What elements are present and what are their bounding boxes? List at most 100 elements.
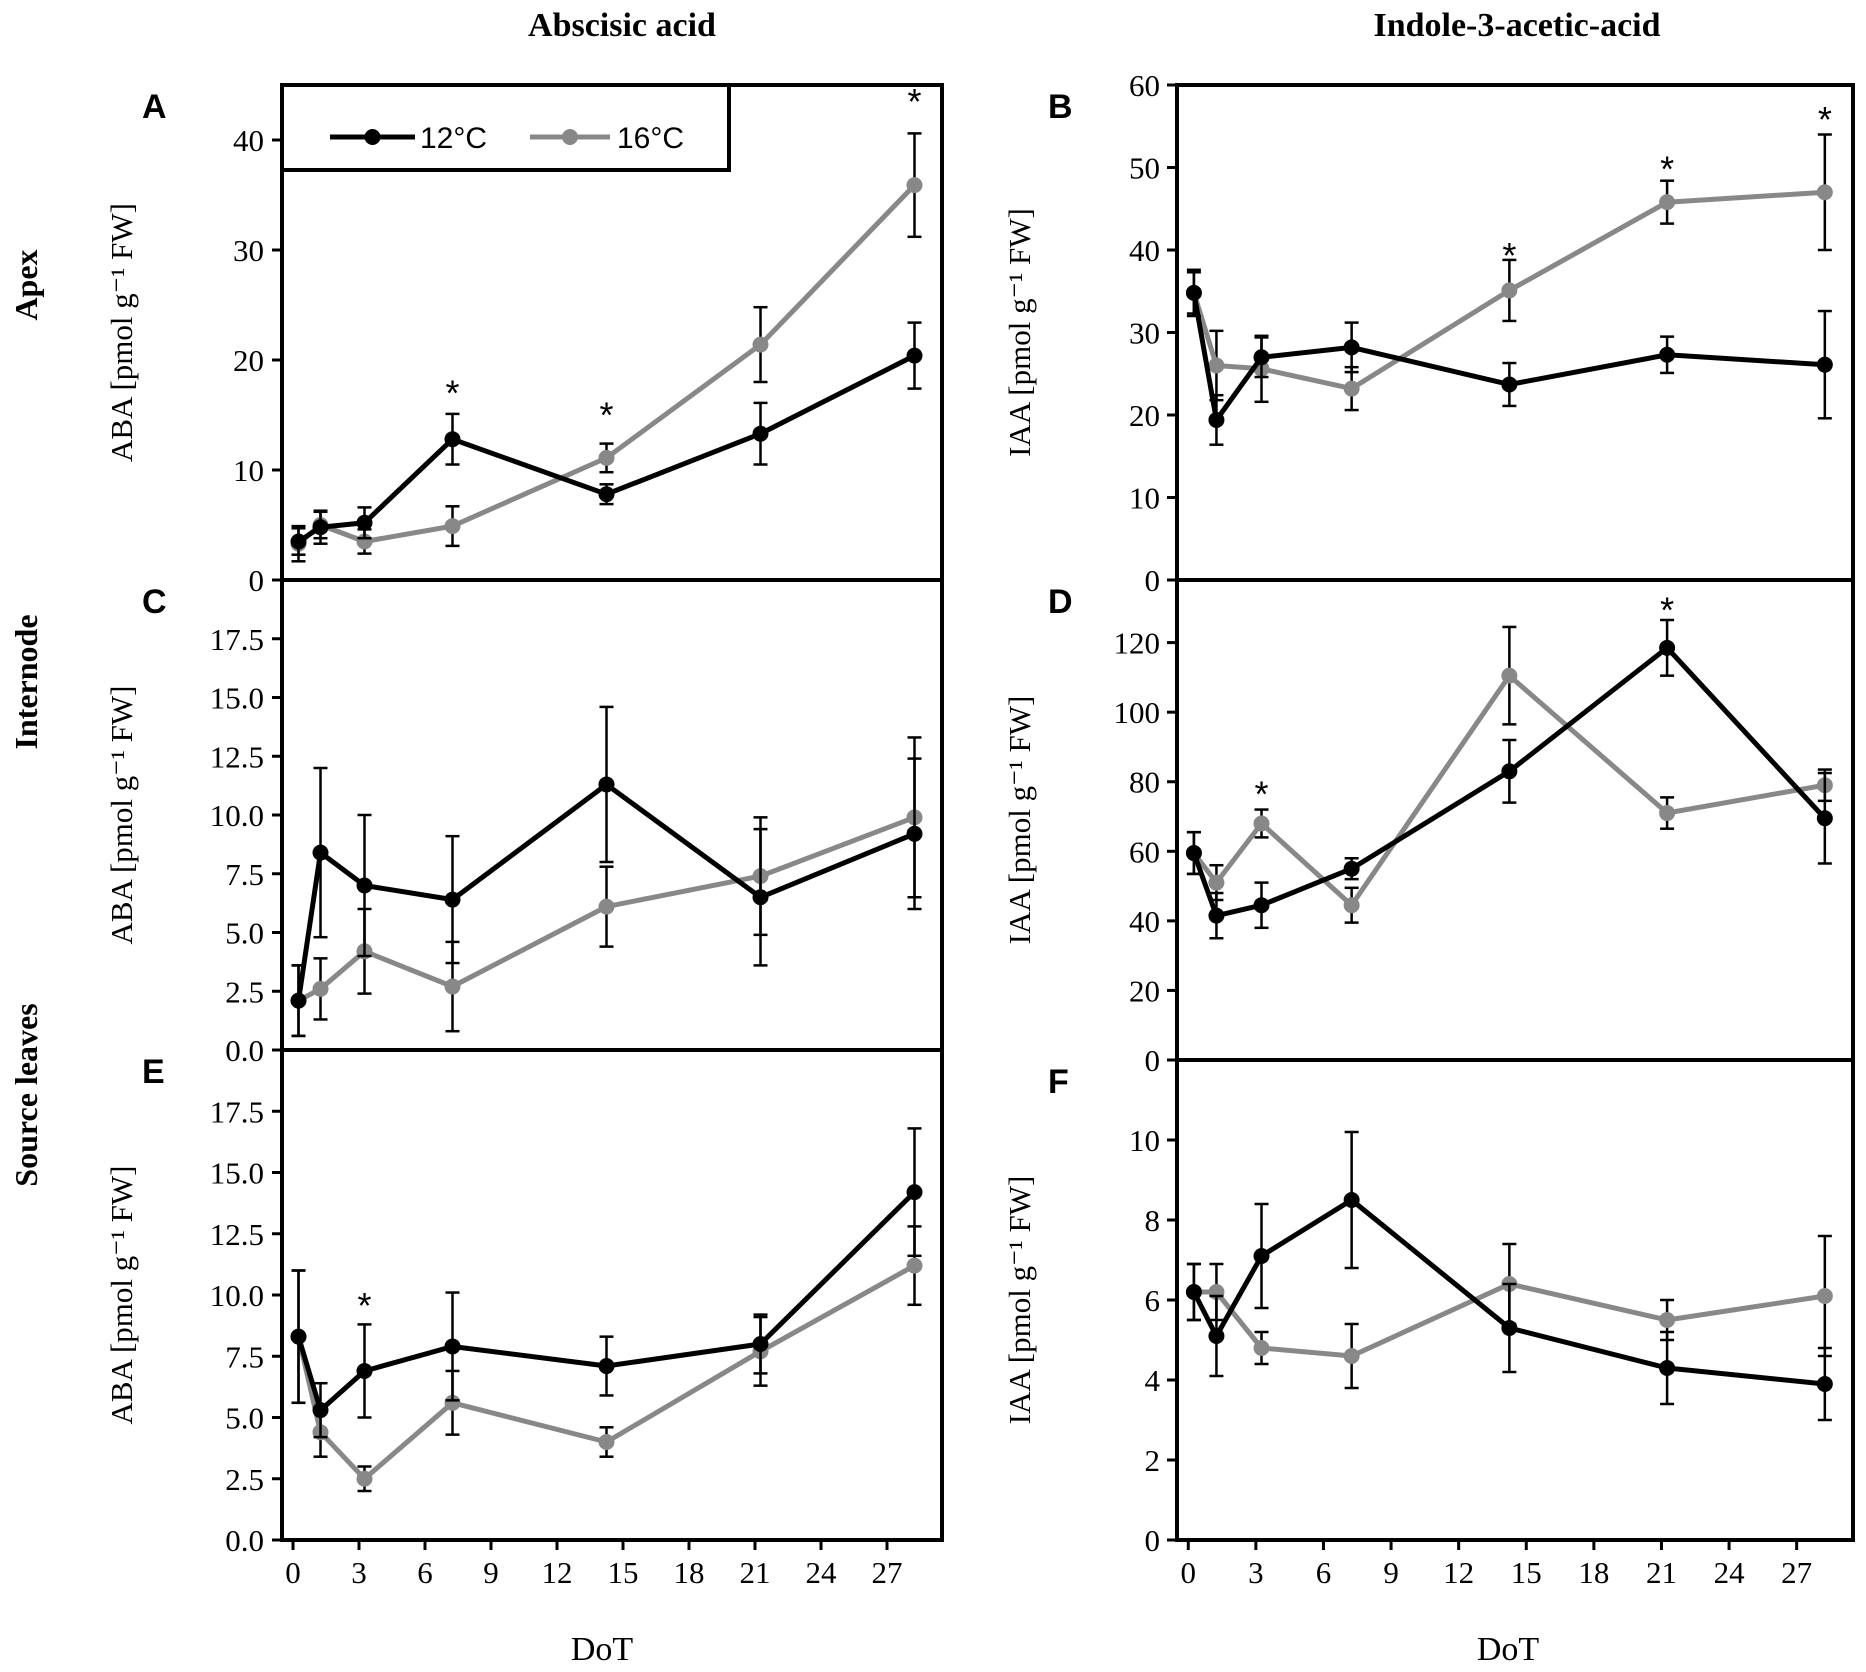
y-tick-label: 10 [233, 453, 264, 488]
x-tick-label: 12 [542, 1555, 573, 1590]
x-tick-label: 15 [608, 1555, 639, 1590]
data-point [752, 889, 769, 906]
y-tick-label: 2 [1145, 1443, 1161, 1478]
y-tick-label: 15.0 [210, 681, 264, 716]
y-tick-label: 12.5 [210, 1217, 264, 1252]
data-point [1208, 907, 1225, 924]
data-point [290, 533, 307, 550]
panel-letter: A [142, 88, 167, 126]
data-point [312, 980, 329, 997]
panel-e: 0.0 2.5 5.0 7.5 10.0 12.5 15.0 17.5 ABA [pmol g⁻… [104, 1048, 944, 1590]
significance-mark: * [445, 373, 459, 414]
data-point [356, 1470, 373, 1487]
x-axis-label-right: DoT [1477, 1631, 1540, 1668]
panel-letter: D [1048, 583, 1073, 621]
x-axis-label-left: DoT [571, 1631, 634, 1668]
y-tick-label: 12.5 [210, 739, 264, 774]
y-tick-label: 10.0 [210, 798, 264, 833]
x-tick-label: 18 [674, 1555, 705, 1590]
data-point [752, 336, 769, 353]
y-tick-label: 7.5 [225, 1339, 264, 1374]
data-point [1659, 1360, 1676, 1376]
panel-d: 0 20 40 60 80 100 120 IAA [pmol g⁻¹ FW] D * * [1002, 578, 1855, 1078]
data-point [1343, 897, 1360, 914]
series-12c [290, 1127, 923, 1439]
data-point [598, 486, 615, 503]
y-tick-label: 15.0 [210, 1156, 264, 1191]
panel-b: 0 10 20 30 40 50 60 IAA [pmol g⁻¹ FW] B * * * [1002, 68, 1855, 598]
data-point [444, 518, 461, 535]
data-point [1501, 282, 1518, 299]
y-tick-label: 0.0 [225, 1033, 264, 1068]
plot-frame [280, 578, 944, 1052]
data-point [752, 1336, 769, 1352]
data-point [1253, 815, 1270, 832]
x-tick-label: 21 [1646, 1555, 1677, 1590]
y-axis-label: IAA [pmol g⁻¹ FW] [1002, 1176, 1037, 1425]
data-point [1253, 349, 1270, 366]
data-point [906, 825, 923, 842]
data-point [444, 1394, 461, 1411]
y-tick-label: 2.5 [225, 1462, 264, 1497]
series-12c [1185, 618, 1833, 940]
data-point [1816, 1376, 1833, 1392]
y-tick-label: 50 [1129, 151, 1160, 186]
y-tick-label: 7.5 [225, 857, 264, 892]
data-point [1185, 845, 1202, 862]
row-title-apex: Apex [8, 249, 44, 320]
y-tick-label: 60 [1129, 834, 1160, 869]
data-point [1343, 1192, 1360, 1208]
data-point [1185, 1284, 1202, 1300]
x-tick-label: 24 [1714, 1555, 1746, 1590]
y-tick-label: 2.5 [225, 974, 264, 1009]
y-tick-label: 20 [1129, 973, 1160, 1008]
significance-mark: * [599, 395, 613, 436]
significance-mark: * [1660, 148, 1674, 189]
column-title-iaa: Indole-3-acetic-acid [1373, 7, 1660, 44]
series-12c [1185, 268, 1833, 446]
row-title-source-leaves: Source leaves [8, 1003, 44, 1186]
data-point [1659, 194, 1676, 211]
y-tick-label: 8 [1145, 1203, 1161, 1238]
data-point [1816, 810, 1833, 827]
x-tick-label: 18 [1578, 1555, 1609, 1590]
data-point [1253, 897, 1270, 914]
y-tick-label: 5.0 [225, 916, 264, 951]
y-tick-label: 30 [1129, 316, 1160, 351]
data-point [906, 177, 923, 194]
x-tick-label: 9 [1383, 1555, 1399, 1590]
panel-a: 0 10 20 30 40 ABA [pmol g⁻¹ FW] A * * * [104, 81, 944, 598]
data-point [1343, 860, 1360, 877]
data-point [1208, 411, 1225, 428]
panel-c: 0.0 2.5 5.0 7.5 10.0 12.5 15.0 17.5 ABA [pmol g⁻… [104, 578, 944, 1068]
y-tick-label: 5.0 [225, 1401, 264, 1436]
data-point [598, 776, 615, 793]
data-point [1659, 346, 1676, 363]
data-point [1501, 1320, 1518, 1336]
y-tick-label: 17.5 [210, 622, 264, 657]
x-tick-label: 6 [1316, 1555, 1332, 1590]
data-point [1501, 667, 1518, 684]
data-point [1816, 356, 1833, 373]
data-point [290, 1328, 307, 1345]
significance-mark: * [357, 1285, 371, 1326]
data-point [444, 891, 461, 908]
panel-letter: C [142, 583, 167, 621]
y-tick-label: 6 [1145, 1283, 1161, 1318]
y-tick-label: 10.0 [210, 1278, 264, 1313]
data-point [1343, 339, 1360, 356]
data-point [1501, 763, 1518, 780]
x-tick-label: 12 [1443, 1555, 1474, 1590]
x-tick-label: 15 [1511, 1555, 1542, 1590]
plot-frame [1175, 578, 1855, 1062]
y-tick-label: 80 [1129, 765, 1160, 800]
x-tick-label: 3 [351, 1555, 367, 1590]
y-tick-label: 60 [1129, 68, 1160, 103]
x-tick-label: 27 [872, 1555, 903, 1590]
y-tick-label: 10 [1129, 1123, 1160, 1158]
significance-mark: * [1502, 235, 1516, 276]
data-point [1343, 380, 1360, 397]
